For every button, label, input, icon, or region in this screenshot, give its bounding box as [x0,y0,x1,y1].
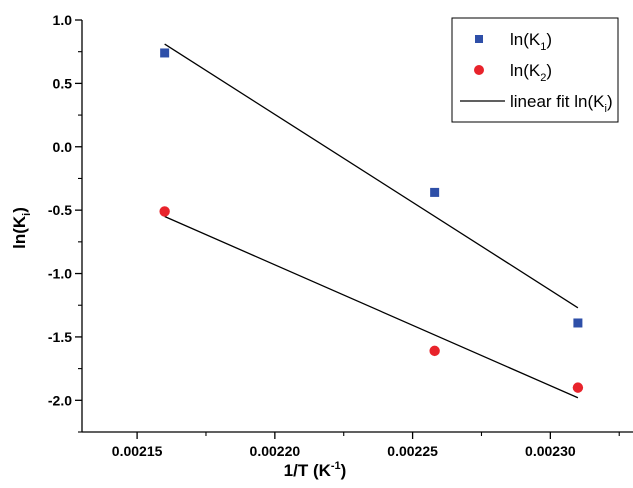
legend-marker-square [475,35,483,43]
legend-label-k2: ln(K2) [510,61,552,84]
y-tick-label: -2.0 [48,392,72,408]
data-point-k2 [572,382,584,393]
x-tick-label: 0.00225 [387,443,438,459]
x-axis-ticks: 0.00215 0.00220 0.00225 0.00230 [112,432,620,459]
x-tick-label: 0.00230 [525,443,576,459]
legend: ln(K1) ln(K2) linear fit ln(Ki) [451,17,619,123]
data-markers [159,48,584,393]
legend-label-fit: linear fit ln(Ki) [510,92,613,115]
fit-line [164,215,579,399]
y-tick-label: -1.5 [48,329,72,345]
y-axis-title: ln(Ki) [10,207,33,249]
plot-frame [81,20,633,433]
legend-marker-circle [474,65,484,75]
data-point-k1 [160,48,170,58]
legend-label-k1: ln(K1) [510,30,552,53]
y-tick-label: 0.5 [53,75,73,91]
x-tick-label: 0.00220 [250,443,301,459]
x-axis-title: 1/T (K-1) [284,460,347,480]
y-tick-label: 0.0 [53,139,73,155]
data-point-k1 [573,318,583,328]
y-axis-ticks: 1.0 0.5 0.0 -0.5 -1.0 -1.5 -2.0 [48,12,82,433]
y-tick-label: -0.5 [48,202,72,218]
y-tick-label: -1.0 [48,266,72,282]
data-point-k1 [430,187,440,197]
fit-line [164,43,579,309]
y-tick-label: 1.0 [53,12,73,28]
data-point-k2 [159,206,170,217]
x-tick-label: 0.00215 [112,443,163,459]
fit-lines [164,43,579,399]
data-point-k2 [429,345,440,357]
